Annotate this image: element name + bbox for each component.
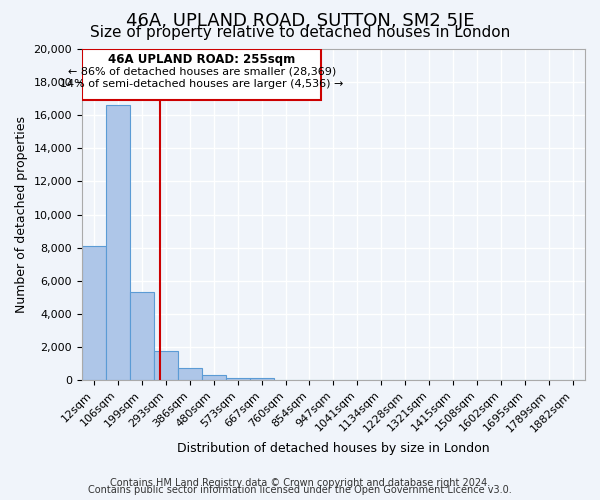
Bar [130,292,154,380]
Bar [82,246,106,380]
Text: Contains HM Land Registry data © Crown copyright and database right 2024.: Contains HM Land Registry data © Crown c… [110,478,490,488]
Bar [154,351,178,380]
Bar [202,375,226,380]
Bar [226,378,250,380]
X-axis label: Distribution of detached houses by size in London: Distribution of detached houses by size … [177,442,490,455]
Text: Contains public sector information licensed under the Open Government Licence v3: Contains public sector information licen… [88,485,512,495]
Text: 46A UPLAND ROAD: 255sqm: 46A UPLAND ROAD: 255sqm [108,53,295,66]
Text: Size of property relative to detached houses in London: Size of property relative to detached ho… [90,25,510,40]
Text: 46A, UPLAND ROAD, SUTTON, SM2 5JE: 46A, UPLAND ROAD, SUTTON, SM2 5JE [126,12,474,30]
FancyBboxPatch shape [82,49,322,100]
Bar [250,378,274,380]
Bar [106,106,130,380]
Text: 14% of semi-detached houses are larger (4,536) →: 14% of semi-detached houses are larger (… [60,79,343,89]
Y-axis label: Number of detached properties: Number of detached properties [15,116,28,313]
Bar [178,368,202,380]
Text: ← 86% of detached houses are smaller (28,369): ← 86% of detached houses are smaller (28… [68,66,336,76]
